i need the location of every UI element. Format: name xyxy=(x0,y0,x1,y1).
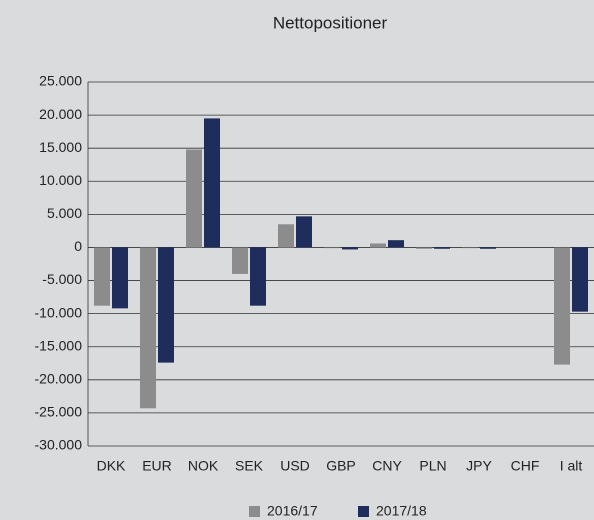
bar xyxy=(278,224,294,248)
x-tick-label: CNY xyxy=(372,458,402,474)
y-tick-label: 20.000 xyxy=(39,106,82,122)
bar xyxy=(204,118,220,248)
x-tick-label: USD xyxy=(280,458,310,474)
bar xyxy=(434,247,450,249)
y-tick-label: 15.000 xyxy=(39,139,82,155)
y-tick-label: -20.000 xyxy=(35,371,83,387)
chart-title: Nettopositioner xyxy=(273,13,388,32)
x-tick-label: SEK xyxy=(235,458,264,474)
y-tick-label: -15.000 xyxy=(35,337,83,353)
x-tick-label: I alt xyxy=(560,458,583,474)
x-tick-label: DKK xyxy=(97,458,126,474)
x-tick-label: EUR xyxy=(142,458,172,474)
bar xyxy=(250,247,266,306)
y-tick-label: -10.000 xyxy=(35,304,83,320)
y-tick-label: 25.000 xyxy=(39,73,82,89)
bar xyxy=(186,149,202,248)
legend-swatch xyxy=(358,506,369,517)
bar xyxy=(296,216,312,248)
bar xyxy=(572,247,588,312)
y-tick-label: -25.000 xyxy=(35,404,83,420)
legend-label: 2016/17 xyxy=(267,503,318,519)
y-tick-label: 10.000 xyxy=(39,172,82,188)
x-tick-label: JPY xyxy=(466,458,492,474)
y-tick-label: -5.000 xyxy=(42,271,82,287)
x-tick-label: CHF xyxy=(511,458,540,474)
bar xyxy=(232,247,248,274)
bar xyxy=(342,247,358,250)
bar xyxy=(94,247,110,306)
x-tick-label: NOK xyxy=(188,458,219,474)
bar xyxy=(554,247,570,365)
x-tick-label: PLN xyxy=(419,458,446,474)
bar xyxy=(158,247,174,363)
bar xyxy=(388,240,404,248)
y-tick-label: 5.000 xyxy=(47,205,82,221)
bar xyxy=(462,247,478,249)
bar xyxy=(416,247,432,249)
y-tick-label: 0 xyxy=(74,238,82,254)
x-tick-label: GBP xyxy=(326,458,356,474)
legend-swatch xyxy=(249,506,260,517)
bar xyxy=(112,247,128,309)
bar xyxy=(480,247,496,249)
bar xyxy=(370,243,386,248)
bar xyxy=(140,247,156,409)
legend-label: 2017/18 xyxy=(376,503,427,519)
bar xyxy=(324,247,340,249)
y-tick-label: -30.000 xyxy=(35,437,83,453)
